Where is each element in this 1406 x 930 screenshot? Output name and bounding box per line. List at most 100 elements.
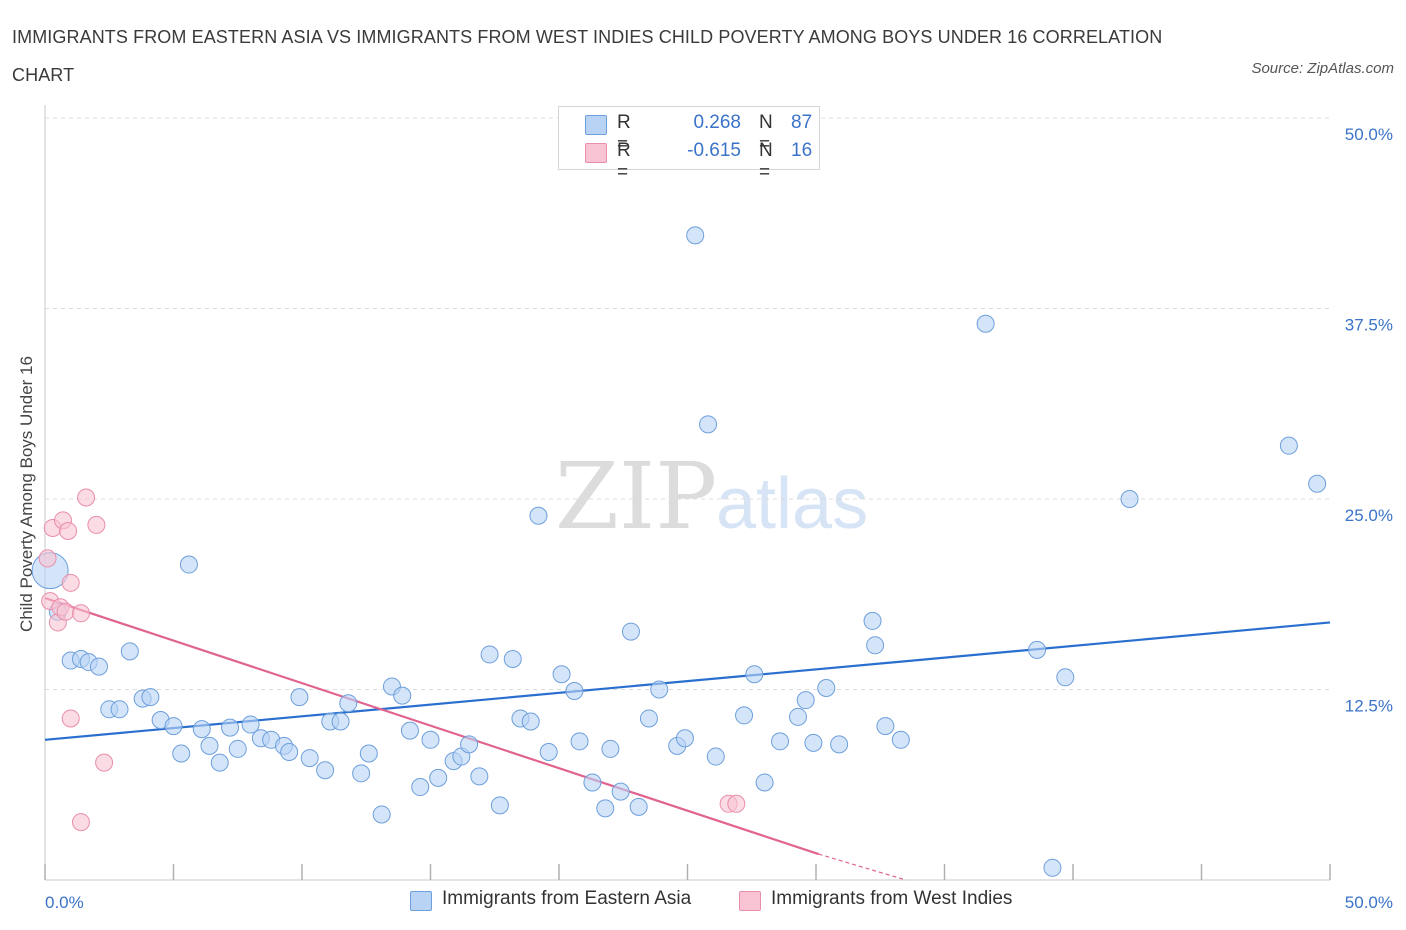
data-point	[686, 226, 705, 245]
source-label: Source: ZipAtlas.com	[1251, 60, 1394, 77]
data-point	[539, 742, 558, 761]
data-point	[393, 686, 412, 705]
watermark-zip: ZIP	[555, 443, 717, 550]
data-point	[735, 706, 754, 725]
data-point	[316, 761, 335, 780]
data-points	[31, 226, 1327, 877]
r-label: R =	[617, 112, 631, 155]
data-point	[552, 665, 571, 684]
data-point	[771, 732, 790, 751]
data-point	[830, 735, 849, 754]
data-point	[71, 604, 90, 623]
data-point	[164, 717, 183, 736]
data-point	[372, 805, 391, 824]
data-point	[490, 796, 509, 815]
data-point	[876, 717, 895, 736]
data-point	[331, 712, 350, 731]
x-tick-label: 0.0%	[45, 893, 84, 912]
data-point	[675, 729, 694, 748]
data-point	[755, 773, 774, 792]
data-point	[596, 799, 615, 818]
data-point	[192, 720, 211, 739]
data-point	[866, 636, 885, 655]
data-point	[789, 707, 808, 726]
data-point	[61, 573, 80, 592]
data-point	[61, 709, 80, 728]
data-point	[639, 709, 658, 728]
trend-lines	[44, 597, 1331, 881]
n-value: 16	[791, 140, 813, 161]
data-point	[59, 522, 78, 541]
data-point	[1308, 474, 1327, 493]
series-legend: Immigrants from Eastern Asia Immigrants …	[0, 888, 1406, 916]
y-tick-label: 50.0%	[1345, 125, 1393, 144]
data-point	[745, 665, 764, 684]
pink-swatch	[739, 891, 761, 911]
legend-label: Immigrants from Eastern Asia	[442, 888, 692, 909]
data-point	[200, 736, 219, 755]
data-point	[400, 721, 419, 740]
data-point	[56, 602, 75, 621]
r-label: R =	[617, 140, 631, 183]
data-point	[352, 764, 371, 783]
data-point	[699, 415, 718, 434]
data-point	[460, 735, 479, 754]
data-point	[976, 314, 995, 333]
data-point	[87, 515, 106, 534]
x-tick-label: 50.0%	[1345, 893, 1393, 912]
data-point	[1279, 436, 1298, 455]
data-point	[601, 739, 620, 758]
data-point	[71, 813, 90, 832]
data-point	[1028, 640, 1047, 659]
trend-line	[44, 597, 819, 856]
data-point	[727, 794, 746, 813]
data-point	[241, 715, 260, 734]
y-tick-label: 37.5%	[1345, 316, 1393, 335]
data-point	[1120, 490, 1139, 508]
data-point	[38, 549, 57, 568]
data-point	[650, 680, 669, 699]
y-tick-label: 25.0%	[1345, 506, 1393, 525]
data-point	[796, 691, 815, 710]
r-value: -0.615	[687, 140, 741, 161]
data-point	[228, 739, 247, 758]
data-point	[565, 682, 584, 701]
axes	[44, 105, 1331, 881]
data-point	[359, 744, 378, 763]
data-point	[339, 694, 358, 713]
n-value: 87	[791, 112, 813, 133]
stats-legend: R = 0.268 N = 87 R = -0.615 N = 16	[558, 106, 820, 183]
data-point	[300, 749, 319, 768]
data-point	[480, 645, 499, 664]
trend-line	[44, 621, 1331, 741]
data-point	[863, 611, 882, 630]
watermark-atlas: atlas	[716, 464, 868, 544]
data-point	[521, 712, 540, 731]
data-point	[411, 778, 430, 797]
data-point	[110, 700, 129, 719]
blue-swatch	[410, 891, 432, 911]
data-point	[583, 773, 602, 792]
data-point	[89, 657, 108, 676]
pink-swatch	[585, 143, 607, 163]
data-point	[95, 753, 114, 772]
data-point	[611, 782, 630, 801]
data-point	[629, 797, 648, 816]
tick-labels: 12.5% 25.0% 37.5% 50.0% 0.0% 50.0%	[45, 125, 1393, 912]
n-label: N =	[759, 140, 773, 183]
n-label: N =	[759, 112, 773, 155]
data-point	[172, 744, 191, 763]
data-point	[529, 506, 548, 525]
data-point	[1056, 668, 1075, 687]
data-point	[804, 733, 823, 752]
data-point	[503, 650, 522, 669]
data-point	[429, 768, 448, 787]
data-point	[621, 622, 640, 641]
data-point	[1043, 858, 1062, 877]
legend-label: Immigrants from West Indies	[771, 888, 1013, 909]
data-point	[570, 732, 589, 751]
data-point	[179, 555, 198, 574]
data-point	[290, 688, 309, 707]
data-point	[210, 753, 229, 772]
grid-lines	[45, 117, 1330, 690]
